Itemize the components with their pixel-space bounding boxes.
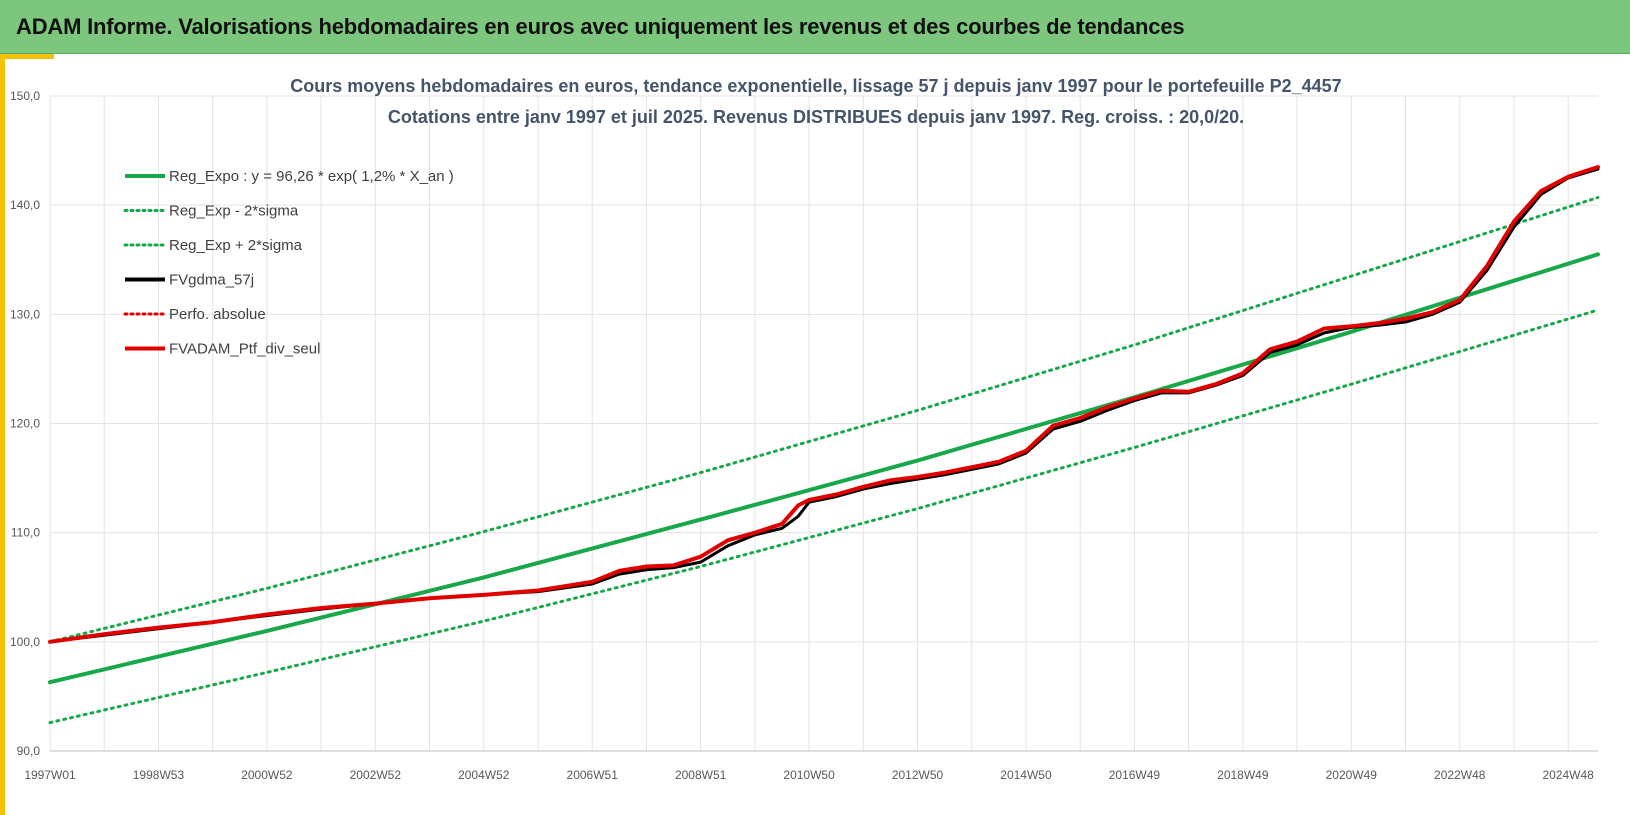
gridlines-horizontal <box>50 95 1598 752</box>
x-tick-label: 2014W50 <box>1000 768 1052 782</box>
y-tick-label: 90,0 <box>17 744 41 758</box>
x-tick-label: 2016W49 <box>1109 768 1161 782</box>
page-title: ADAM Informe. Valorisations hebdomadaire… <box>16 14 1185 39</box>
x-axis-ticks: 1997W01 1998W53 2000W52 2002W52 2004W52 2006W… <box>24 768 1594 782</box>
y-tick-label: 130,0 <box>10 307 40 321</box>
series-reg-exp-minus-2sigma <box>48 308 1600 725</box>
x-tick-label: 2012W50 <box>892 768 944 782</box>
y-tick-label: 140,0 <box>10 198 40 212</box>
x-tick-label: 2010W50 <box>783 768 835 782</box>
x-tick-label: 2022W48 <box>1434 768 1486 782</box>
y-tick-label: 100,0 <box>10 635 40 649</box>
x-tick-label: 2018W49 <box>1217 768 1269 782</box>
x-tick-label: 1997W01 <box>24 768 76 782</box>
chart: Cours moyens hebdomadaires en euros, ten… <box>10 76 1600 782</box>
legend-label: Perfo. absolue <box>169 306 266 323</box>
header-bar: ADAM Informe. Valorisations hebdomadaire… <box>0 0 1630 54</box>
legend: Reg_Expo : y = 96,26 * exp( 1,2% * X_an … <box>123 168 454 358</box>
x-tick-label: 2006W51 <box>567 768 619 782</box>
series-reg-exp-plus-2sigma <box>48 196 1600 644</box>
legend-label: FVADAM_Ptf_div_seul <box>169 341 320 358</box>
chart-title-line1: Cours moyens hebdomadaires en euros, ten… <box>290 76 1341 96</box>
x-tick-label: 1998W53 <box>133 768 185 782</box>
accent-corner-left <box>0 54 5 815</box>
y-tick-label: 110,0 <box>11 526 40 540</box>
legend-label: Reg_Expo : y = 96,26 * exp( 1,2% * X_an … <box>169 168 454 185</box>
legend-label: Reg_Exp - 2*sigma <box>169 203 299 220</box>
gridlines-vertical <box>49 96 1598 752</box>
legend-label: Reg_Exp + 2*sigma <box>169 237 303 254</box>
chart-title-line2: Cotations entre janv 1997 et juil 2025. … <box>388 107 1244 127</box>
y-tick-label: 150,0 <box>10 89 40 103</box>
series-fvadam-ptf-div-seul <box>48 165 1600 644</box>
legend-label: FVgdma_57j <box>169 272 254 289</box>
series-reg-expo <box>48 252 1600 685</box>
x-tick-label: 2000W52 <box>241 768 293 782</box>
x-tick-label: 2020W49 <box>1326 768 1378 782</box>
x-tick-label: 2004W52 <box>458 768 510 782</box>
x-tick-label: 2024W48 <box>1542 768 1594 782</box>
accent-corner-top <box>0 54 54 59</box>
y-tick-label: 120,0 <box>10 417 40 431</box>
series-layer <box>48 165 1600 725</box>
y-axis-ticks: 90,0 100,0 110,0 120,0 130,0 140,0 150,0 <box>10 89 40 758</box>
x-tick-label: 2008W51 <box>675 768 727 782</box>
x-tick-label: 2002W52 <box>350 768 402 782</box>
